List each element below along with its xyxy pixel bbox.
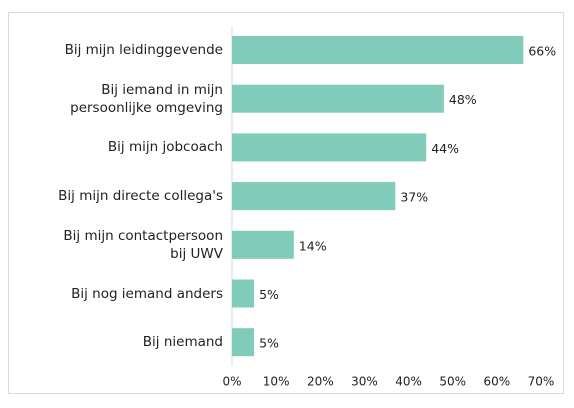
bar: [232, 84, 444, 113]
value-label: 44%: [431, 141, 459, 156]
category-label: Bij iemand in mijn persoonlijke omgeving: [70, 81, 223, 116]
x-tick-label: 0%: [222, 375, 241, 389]
value-label: 37%: [400, 190, 428, 205]
bar: [232, 279, 255, 308]
value-label: 5%: [259, 336, 279, 351]
value-label: 48%: [449, 92, 477, 107]
category-label: Bij mijn contactpersoon bij UWV: [63, 227, 223, 262]
x-tick-label: 50%: [439, 375, 466, 389]
bar: [232, 182, 396, 211]
x-tick-label: 30%: [351, 375, 378, 389]
bar: [232, 328, 255, 357]
x-tick-label: 20%: [307, 375, 334, 389]
category-label: Bij mijn jobcoach: [107, 139, 223, 156]
x-tick-label: 40%: [395, 375, 422, 389]
x-tick-label: 70%: [528, 375, 555, 389]
bar: [232, 133, 427, 162]
category-label: Bij mijn directe collega's: [58, 188, 223, 205]
value-label: 5%: [259, 287, 279, 302]
category-label: Bij niemand: [142, 334, 223, 351]
category-label: Bij nog iemand anders: [71, 285, 223, 302]
value-label: 14%: [299, 238, 327, 253]
chart-frame: [8, 12, 564, 394]
bar: [232, 230, 294, 259]
bar: [232, 36, 524, 64]
category-label: Bij mijn leidinggevende: [64, 42, 223, 58]
x-tick-label: 10%: [263, 375, 290, 389]
value-label: 66%: [528, 44, 556, 59]
x-tick-label: 60%: [484, 375, 511, 389]
